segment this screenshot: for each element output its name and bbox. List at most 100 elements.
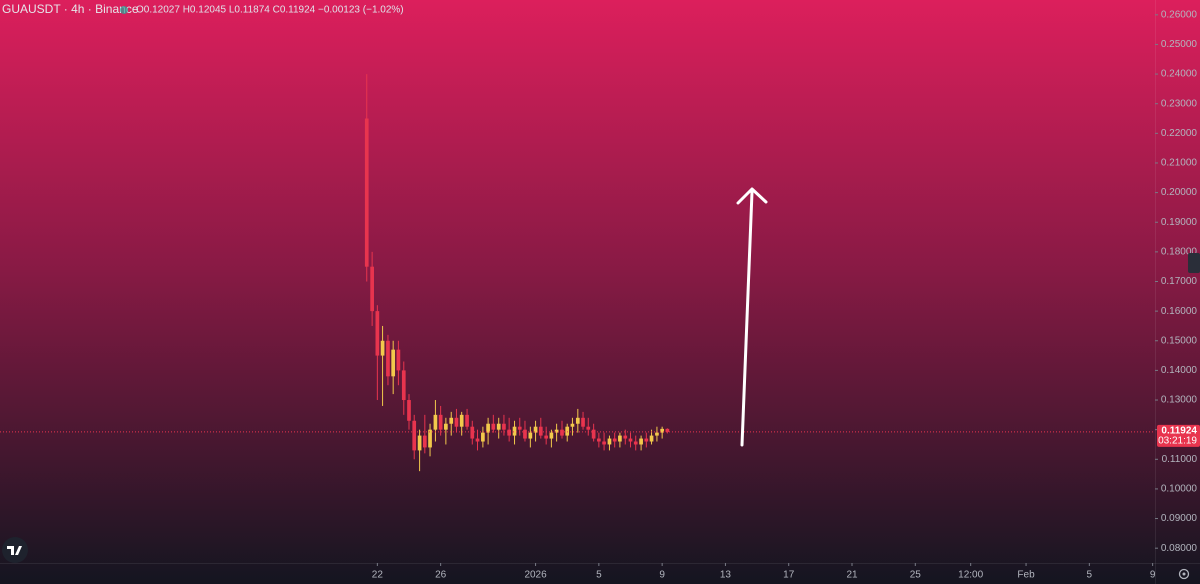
x-tick-label: 2026 [524,570,547,581]
candle-body [444,423,448,430]
candle-body [407,400,411,421]
candle-body [433,414,438,430]
candle-body [370,266,374,312]
status-dot [120,6,128,14]
settings-icon[interactable] [1178,568,1190,580]
candle-body [628,438,633,442]
x-tick-label: 22 [372,570,384,581]
candle-body [544,435,549,439]
y-tick-label: 0.22000 [1161,128,1198,139]
candle-body [422,435,427,448]
candle-body [591,429,596,439]
candle-body [618,435,622,442]
y-tick-label: 0.19000 [1161,217,1198,228]
candle-body [554,429,559,433]
x-tick-label: 9 [1150,570,1156,581]
candle-body [491,423,496,430]
candle-body [375,311,380,356]
candle-body [586,426,591,430]
candle-body [528,432,533,439]
ohlc-legend: O0.12027 H0.12045 L0.11874 C0.11924 −0.0… [136,5,404,16]
scale-toggle[interactable] [1188,253,1200,273]
y-tick-label: 0.24000 [1161,69,1198,80]
y-tick-label: 0.09000 [1161,513,1198,524]
candle-body [512,426,517,436]
candle-body [602,441,606,445]
candle-body [639,438,643,445]
y-tick-label: 0.17000 [1161,276,1198,287]
y-tick-label: 0.10000 [1161,484,1198,495]
y-tick-label: 0.15000 [1161,335,1198,346]
x-tick-label: 13 [720,570,732,581]
candle-body [597,438,601,442]
candle-body [517,426,522,430]
candle-body [570,423,575,427]
candle-body [417,435,422,451]
candle-body [533,426,538,433]
candle-body [449,417,454,424]
y-tick-label: 0.20000 [1161,187,1198,198]
y-tick-label: 0.23000 [1161,98,1198,109]
y-tick-label: 0.18000 [1161,247,1198,258]
candle-body [428,429,432,448]
x-tick-label: 26 [435,570,447,581]
x-tick-label: Feb [1017,570,1035,581]
x-tick-label: 17 [783,570,795,581]
candle-body [560,429,564,436]
candle-body [391,349,396,377]
candle-body [633,441,638,445]
candle-body [481,432,485,442]
candle-body [401,370,406,401]
candle-body [549,432,554,439]
y-tick-label: 0.26000 [1161,9,1198,20]
y-tick-label: 0.13000 [1161,395,1198,406]
candle-body [649,435,654,442]
candle-body [412,420,417,451]
candle-body [538,426,543,436]
candle-body [438,414,443,430]
x-tick-label: 5 [596,570,602,581]
logo [2,537,28,563]
x-tick-label: 5 [1087,570,1093,581]
last-price-box [1157,424,1200,447]
candle-body [665,428,670,432]
candle-body [502,423,506,430]
candle-body [581,417,585,427]
candle-body [565,426,570,436]
last-price-label: 0.11924 [1161,426,1197,437]
candle-body [644,438,649,442]
candle-body [496,423,501,430]
candle-body [459,414,464,427]
y-tick-label: 0.11000 [1162,454,1198,465]
candle-body [470,426,475,439]
x-tick-label: 12:00 [958,570,983,581]
candle-body [660,428,664,433]
y-tick-label: 0.25000 [1161,39,1198,50]
chart-title: GUAUSDT · 4h · Binance [2,2,139,16]
countdown-label: 03:21:19 [1158,436,1197,447]
candle-body [507,429,511,436]
candle-body [364,118,369,267]
candle-body [575,417,580,424]
candle-body [380,340,385,356]
candle-body [612,438,617,442]
y-tick-label: 0.08000 [1161,543,1198,554]
y-tick-label: 0.14000 [1161,365,1198,376]
candle-body [386,340,390,377]
candle-body [623,435,628,439]
candle-body [655,432,659,436]
candle-body [475,438,480,442]
candle-body [607,438,612,445]
candle-body [523,429,527,439]
candle-body [465,414,469,427]
candle-body [396,349,401,371]
arrow-annotation [736,187,768,447]
x-tick-label: 25 [910,570,922,581]
candle-body [454,417,459,427]
x-tick-label: 9 [659,570,665,581]
y-tick-label: 0.16000 [1161,306,1198,317]
